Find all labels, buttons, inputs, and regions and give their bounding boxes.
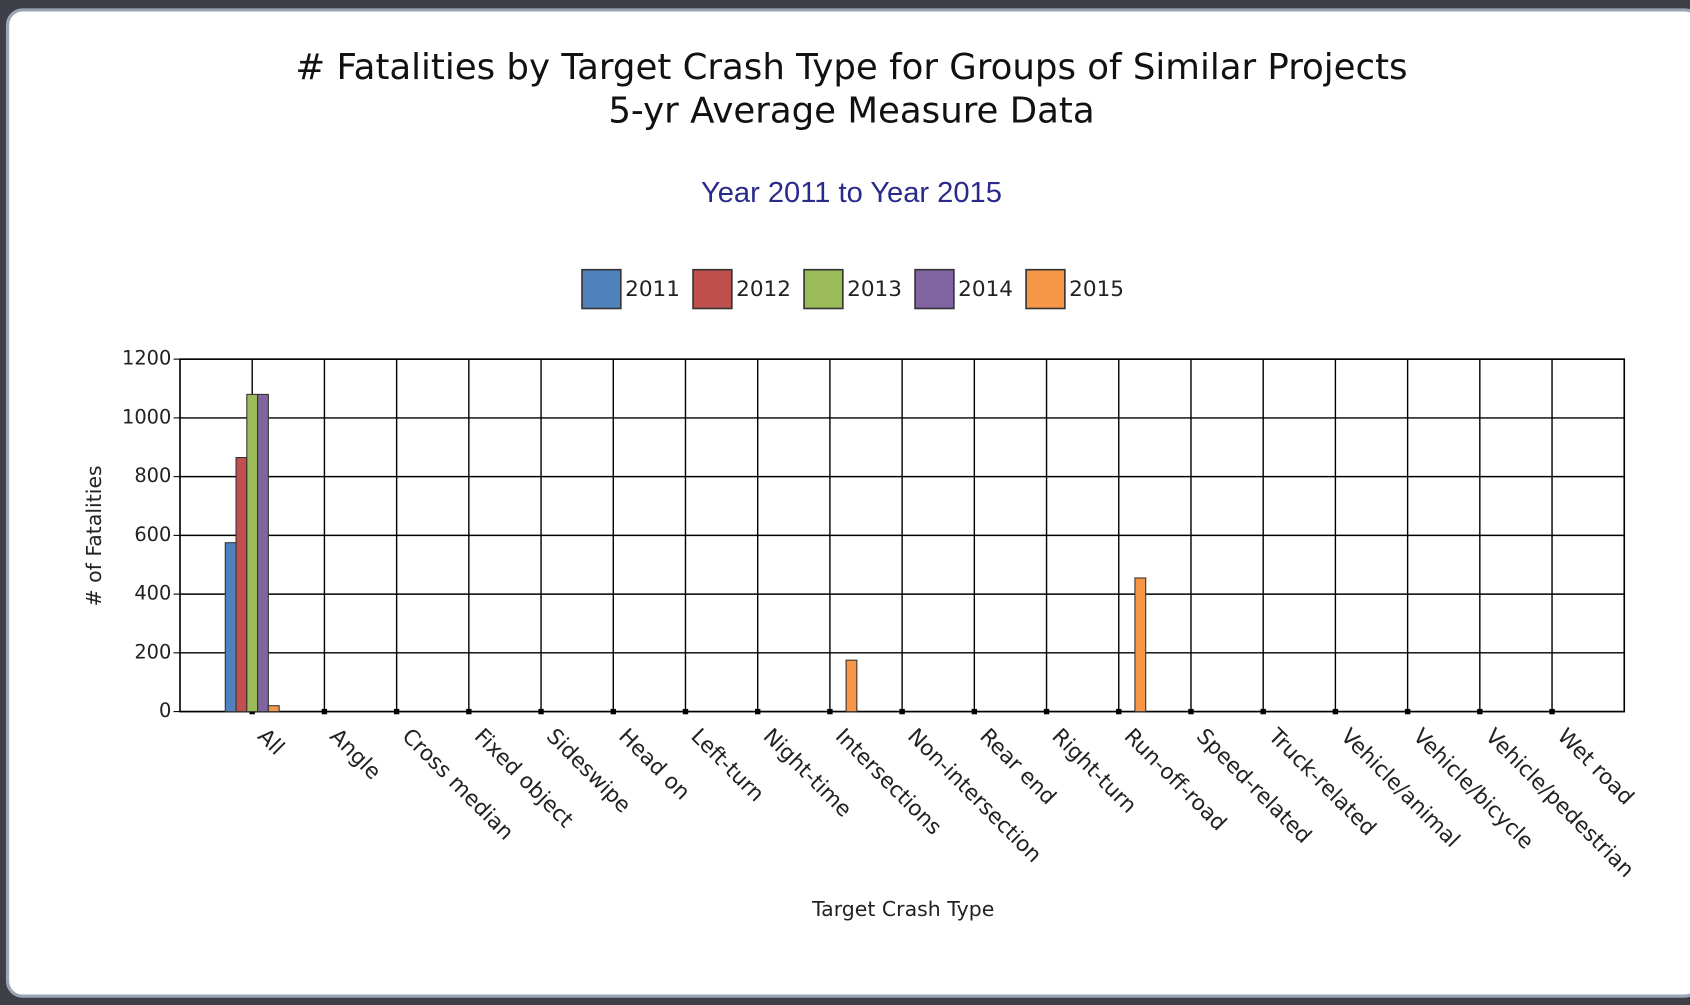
x-tick: [1477, 708, 1483, 715]
chart-subtitle: 5-yr Average Measure Data: [608, 90, 1094, 131]
x-tick: [538, 708, 544, 715]
bar: [845, 659, 858, 713]
x-tick: [682, 708, 689, 715]
legend-swatch: [914, 268, 955, 310]
legend-label: 2011: [625, 277, 680, 302]
x-tick: [755, 708, 761, 715]
x-tick: [1332, 708, 1339, 715]
period: Year 2011 to Year 2015: [701, 177, 1002, 209]
x-tick: [466, 708, 472, 715]
bar: [257, 393, 269, 713]
legend-label: 2014: [958, 277, 1013, 302]
bar: [224, 542, 237, 713]
legend-label: 2012: [736, 277, 791, 302]
legend-swatch: [692, 268, 733, 310]
y-tick-label: 200: [134, 640, 171, 663]
x-tick: [971, 708, 978, 715]
legend-swatch: [581, 268, 622, 310]
y-tick-label: 400: [134, 582, 171, 605]
legend-label: 2013: [847, 277, 902, 302]
legend-swatch: [1025, 268, 1066, 310]
bar: [246, 393, 259, 713]
x-tick: [1260, 708, 1266, 715]
bar: [235, 457, 248, 713]
legend-swatch: [803, 268, 844, 310]
y-tick-label: 1000: [122, 405, 171, 428]
x-tick: [1116, 708, 1122, 715]
bar: [267, 705, 280, 713]
x-tick: [610, 708, 616, 715]
x-tick: [1549, 708, 1555, 715]
x-tick: [1043, 708, 1050, 715]
y-tick-label: 600: [134, 523, 171, 546]
y-axis-label: # of Fatalities: [82, 465, 106, 606]
x-tick: [321, 708, 328, 715]
y-tick-label: 1200: [122, 347, 171, 370]
x-axis-label: Target Crash Type: [811, 897, 994, 921]
panel: [5, 8, 1690, 998]
x-tick: [1404, 708, 1411, 715]
chart-title: # Fatalities by Target Crash Type for Gr…: [295, 47, 1407, 88]
x-tick: [1188, 708, 1194, 715]
bar: [1134, 577, 1147, 713]
legend-label: 2015: [1069, 277, 1124, 302]
x-tick: [899, 708, 905, 715]
y-tick-label: 800: [134, 464, 171, 487]
y-tick-label: 0: [159, 699, 171, 722]
x-tick: [393, 708, 400, 715]
x-tick: [827, 708, 833, 715]
